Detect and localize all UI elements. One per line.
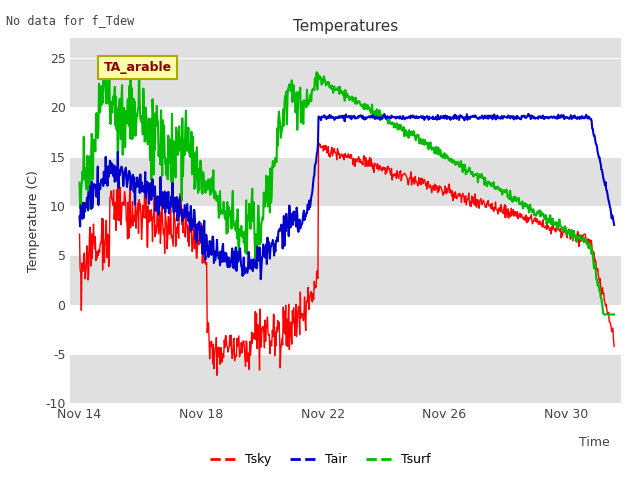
Y-axis label: Temperature (C): Temperature (C) — [27, 170, 40, 272]
Bar — [70, 206, 621, 255]
Text: No data for f_Tdew: No data for f_Tdew — [6, 14, 134, 27]
Bar — [70, 305, 621, 354]
Title: Temperatures: Temperatures — [293, 20, 398, 35]
Bar — [70, 108, 621, 156]
Text: TA_arable: TA_arable — [104, 61, 172, 74]
Legend: Tsky, Tair, Tsurf: Tsky, Tair, Tsurf — [205, 448, 435, 471]
X-axis label: Time: Time — [579, 436, 610, 449]
